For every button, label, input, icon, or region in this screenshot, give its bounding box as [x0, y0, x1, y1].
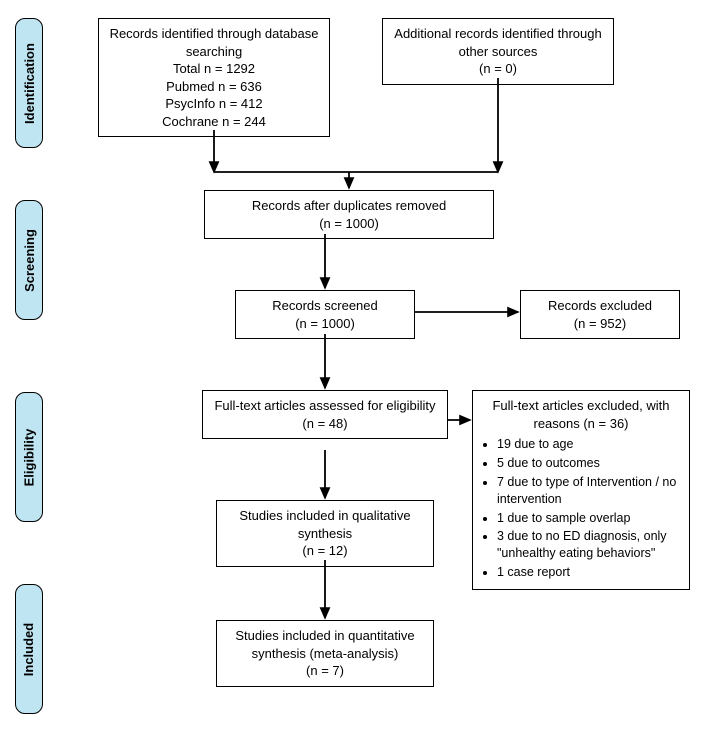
stage-identification: Identification [15, 18, 43, 148]
stage-label-text: Screening [22, 229, 37, 292]
box-n: (n = 1000) [213, 215, 485, 233]
box-n: (n = 1000) [244, 315, 406, 333]
box-n: (n = 7) [225, 662, 425, 680]
box-title: Records excluded [529, 297, 671, 315]
db-pubmed: Pubmed n = 636 [107, 78, 321, 96]
box-title: Records after duplicates removed [213, 197, 485, 215]
stage-label-text: Identification [22, 43, 37, 124]
box-fulltext-excluded: Full-text articles excluded, with reason… [472, 390, 690, 590]
box-n: (n = 48) [211, 415, 439, 433]
db-cochrane: Cochrane n = 244 [107, 113, 321, 131]
reason-item: 7 due to type of Intervention / no inter… [497, 474, 681, 508]
exclusion-reasons-list: 19 due to age 5 due to outcomes 7 due to… [481, 436, 681, 581]
stage-included: Included [15, 584, 43, 714]
box-excluded-screening: Records excluded (n = 952) [520, 290, 680, 339]
reason-item: 5 due to outcomes [497, 455, 681, 472]
reason-item: 19 due to age [497, 436, 681, 453]
box-other-sources: Additional records identified through ot… [382, 18, 614, 85]
box-n: (n = 12) [225, 542, 425, 560]
box-title: Additional records identified through ot… [391, 25, 605, 60]
box-n: (n = 952) [529, 315, 671, 333]
box-fulltext-assessed: Full-text articles assessed for eligibil… [202, 390, 448, 439]
box-title: Studies included in qualitative synthesi… [225, 507, 425, 542]
reason-item: 1 due to sample overlap [497, 510, 681, 527]
box-screened: Records screened (n = 1000) [235, 290, 415, 339]
box-db-search: Records identified through database sear… [98, 18, 330, 137]
box-n: (n = 0) [391, 60, 605, 78]
box-title: Records identified through database sear… [107, 25, 321, 60]
prisma-flowchart: { "meta": { "diagram_type": "flowchart",… [0, 0, 710, 742]
stage-label-text: Eligibility [22, 428, 37, 486]
reason-item: 1 case report [497, 564, 681, 581]
stage-label-text: Included [22, 622, 37, 675]
stage-screening: Screening [15, 200, 43, 320]
box-qualitative: Studies included in qualitative synthesi… [216, 500, 434, 567]
db-psycinfo: PsycInfo n = 412 [107, 95, 321, 113]
stage-eligibility: Eligibility [15, 392, 43, 522]
reason-item: 3 due to no ED diagnosis, only "unhealth… [497, 528, 681, 562]
box-title: Records screened [244, 297, 406, 315]
box-after-duplicates: Records after duplicates removed (n = 10… [204, 190, 494, 239]
box-title: Full-text articles excluded, with reason… [481, 397, 681, 432]
db-total: Total n = 1292 [107, 60, 321, 78]
box-quantitative: Studies included in quantitative synthes… [216, 620, 434, 687]
box-title: Studies included in quantitative synthes… [225, 627, 425, 662]
box-title: Full-text articles assessed for eligibil… [211, 397, 439, 415]
